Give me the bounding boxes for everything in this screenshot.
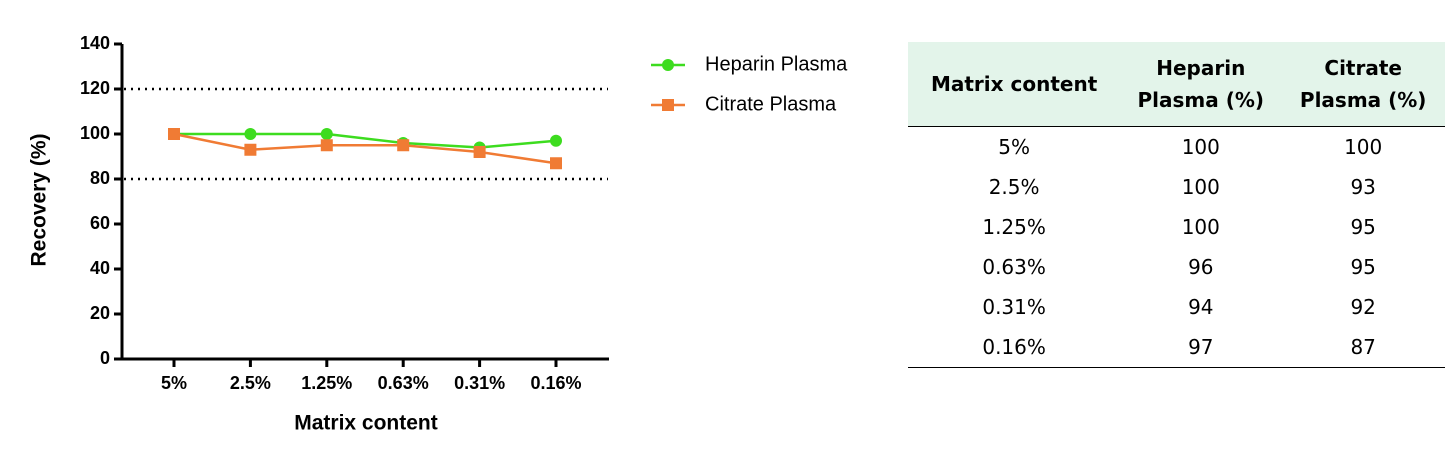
table-cell: 97: [1120, 327, 1282, 368]
y-axis-title: Recovery (%): [28, 133, 51, 266]
table-row: 0.16% 97 87: [908, 327, 1445, 368]
data-point: [168, 128, 180, 140]
column-header: Citrate Plasma (%): [1281, 42, 1445, 127]
data-point: [550, 134, 562, 147]
table-cell: 0.63%: [982, 255, 1046, 279]
table-cell: 100: [1181, 175, 1220, 199]
table-cell: 95: [1350, 215, 1376, 239]
x-tick-label: 2.5%: [230, 373, 271, 393]
data-point: [244, 143, 257, 156]
table-row: 0.31% 94 92: [908, 287, 1445, 327]
header-row: Matrix content Heparin Plasma (%) Citrate …: [908, 42, 1445, 127]
legend-label: Heparin Plasma: [705, 53, 848, 75]
table-cell: 93: [1350, 175, 1376, 199]
table-cell: 100: [1181, 135, 1220, 159]
x-tick-label: 5%: [161, 373, 187, 393]
legend-label: Citrate Plasma: [705, 93, 837, 115]
y-tick-label: 40: [90, 258, 110, 278]
data-point: [550, 157, 562, 170]
series-line: [173, 132, 557, 165]
table-cell: 96: [1188, 255, 1214, 279]
x-tick-label: 0.63%: [378, 373, 429, 393]
data-point: [397, 139, 410, 152]
y-tick-label: 140: [80, 33, 110, 53]
data-point: [244, 128, 257, 140]
table-cell: 0.16%: [908, 327, 1121, 368]
table-row: 1.25% 100 95: [908, 207, 1445, 247]
legend-marker: [662, 59, 674, 71]
table-cell: 95: [1350, 255, 1376, 279]
column-header: Matrix content: [908, 42, 1121, 127]
y-tick-label: 0: [100, 348, 110, 368]
y-tick-label: 20: [90, 303, 110, 323]
series-line: [174, 132, 557, 149]
table-cell: 100: [1181, 215, 1220, 239]
table-cell: 100: [1344, 135, 1383, 159]
table-cell: 0.31%: [982, 295, 1046, 319]
column-header: Heparin Plasma (%): [1120, 42, 1282, 127]
y-tick-label: 80: [90, 168, 110, 188]
table-cell: 2.5%: [988, 175, 1040, 199]
x-tick-label: 1.25%: [301, 373, 352, 393]
table-row: 0.63% 96 95: [908, 247, 1445, 287]
data-point: [320, 139, 333, 152]
data-point: [473, 146, 486, 158]
table-cell: 92: [1350, 295, 1376, 319]
table-row: 2.5% 100 93: [908, 167, 1445, 207]
x-tick-label: 0.16%: [530, 373, 581, 393]
data-table: Matrix content Heparin Plasma (%) Citrate …: [908, 42, 1445, 368]
table-cell: 1.25%: [982, 215, 1046, 239]
y-tick-label: 100: [80, 123, 110, 143]
y-tick-label: 120: [80, 78, 110, 98]
data-point: [320, 128, 333, 140]
legend-marker: [662, 99, 674, 111]
table-body: 5% 100 100 2.5% 100 93 1.25% 100 95 0.63% 96 95 0.31…: [908, 127, 1445, 368]
x-axis-title: Matrix content: [294, 412, 438, 435]
table-row: 5% 100 100: [908, 127, 1445, 168]
x-tick-label: 0.31%: [454, 373, 505, 393]
table-cell: 5%: [998, 135, 1030, 159]
table-head: Matrix content Heparin Plasma (%) Citrate …: [908, 42, 1445, 127]
table-cell: 87: [1281, 327, 1445, 368]
table-cell: 94: [1188, 295, 1214, 319]
y-tick-label: 60: [90, 213, 110, 233]
